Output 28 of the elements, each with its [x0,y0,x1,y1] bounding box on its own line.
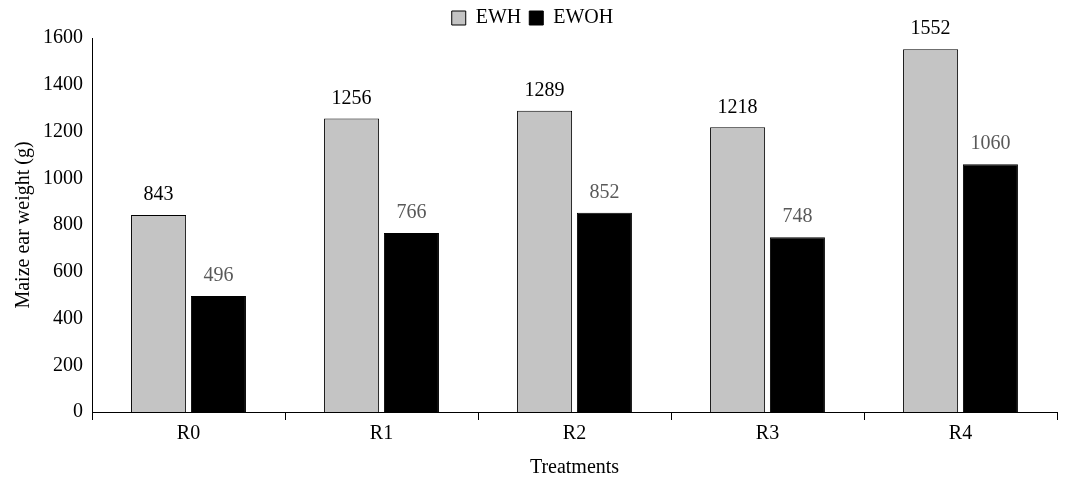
x-axis-title: Treatments [529,455,620,478]
x-tick-label: R2 [562,421,587,444]
y-tick-label: 0 [73,399,83,422]
y-tick-label: 1000 [43,165,83,188]
data-label: 843 [143,182,174,205]
data-label: 496 [203,263,234,286]
data-label: 1060 [970,131,1011,154]
legend-label: EWOH [553,5,614,28]
data-label: 1256 [331,85,372,108]
x-tick-label: R4 [948,421,973,444]
y-tick-label: 1200 [43,118,83,141]
data-label: 852 [589,180,620,203]
y-tick-label: 400 [53,305,83,328]
data-label: 766 [396,200,427,223]
y-tick-label: 1400 [43,72,83,94]
data-label: 1289 [524,77,565,100]
x-tick-label: R3 [755,421,780,444]
y-axis-title: Maize ear weight (g) [11,141,35,309]
y-tick-label: 800 [53,212,83,235]
y-tick-label: 600 [53,259,83,281]
x-tick-label: R1 [369,421,394,444]
y-tick-label: 200 [53,352,83,375]
legend-label: EWH [475,5,522,28]
data-label: 748 [782,204,813,227]
data-label: 1218 [717,94,758,117]
x-tick-label: R0 [176,421,201,444]
data-label: 1552 [910,16,951,39]
y-tick-label: 1600 [43,25,83,48]
